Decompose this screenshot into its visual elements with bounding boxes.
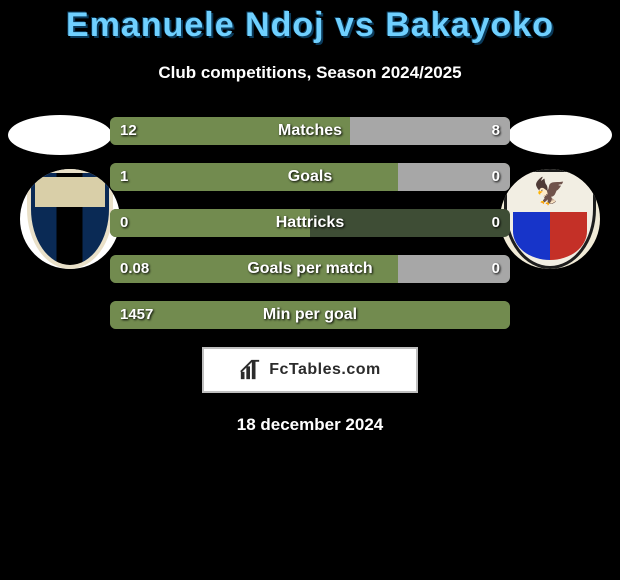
stat-value-left: 1 — [110, 163, 138, 191]
stat-value-right — [490, 301, 510, 329]
club-crest-right: 🦅 — [500, 169, 600, 269]
stat-value-left: 1457 — [110, 301, 163, 329]
comparison-stage: 🦅 128Matches10Goals00Hattricks0.080Goals… — [0, 117, 620, 329]
stat-value-right: 0 — [482, 163, 510, 191]
stat-fill-left — [110, 301, 510, 329]
stat-value-left: 0.08 — [110, 255, 159, 283]
bar-chart-icon — [239, 359, 261, 381]
page-subtitle: Club competitions, Season 2024/2025 — [0, 63, 620, 83]
stat-value-left: 12 — [110, 117, 147, 145]
stat-row: 1457Min per goal — [110, 301, 510, 329]
player-right-silhouette — [508, 115, 612, 155]
page-title: Emanuele Ndoj vs Bakayoko — [0, 0, 620, 45]
stat-fill-left — [110, 163, 398, 191]
club-crest-left — [20, 169, 120, 269]
stat-value-left: 0 — [110, 209, 138, 237]
brand-text: FcTables.com — [269, 361, 381, 379]
stat-fill-left — [110, 209, 310, 237]
stat-row: 10Goals — [110, 163, 510, 191]
stat-row: 128Matches — [110, 117, 510, 145]
stat-row: 0.080Goals per match — [110, 255, 510, 283]
stat-row: 00Hattricks — [110, 209, 510, 237]
stat-value-right: 0 — [482, 209, 510, 237]
snapshot-date: 18 december 2024 — [0, 415, 620, 435]
stat-value-right: 8 — [482, 117, 510, 145]
brand-badge: FcTables.com — [202, 347, 418, 393]
player-left-silhouette — [8, 115, 112, 155]
stat-rows: 128Matches10Goals00Hattricks0.080Goals p… — [110, 117, 510, 329]
eagle-icon: 🦅 — [507, 174, 593, 208]
stat-value-right: 0 — [482, 255, 510, 283]
